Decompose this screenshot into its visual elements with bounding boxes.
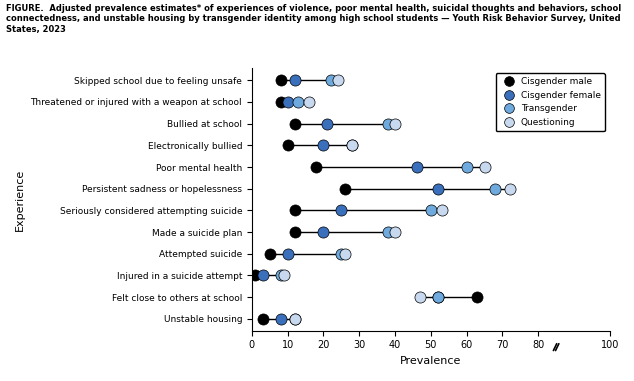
X-axis label: Prevalence: Prevalence xyxy=(400,356,462,366)
Legend: Cisgender male, Cisgender female, Transgender, Questioning: Cisgender male, Cisgender female, Transg… xyxy=(496,73,605,131)
Text: FIGURE.  Adjusted prevalence estimates* of experiences of violence, poor mental : FIGURE. Adjusted prevalence estimates* o… xyxy=(6,4,621,34)
Y-axis label: Experience: Experience xyxy=(15,168,25,231)
